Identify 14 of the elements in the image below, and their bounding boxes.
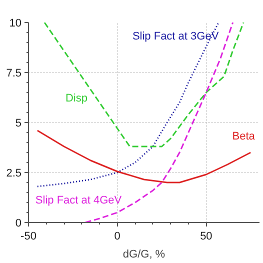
- series-label: Beta: [232, 130, 256, 142]
- x-tick-label: 0: [114, 230, 120, 242]
- x-tick-label: -50: [20, 230, 36, 242]
- line-series: [36, 22, 220, 188]
- series-label: Slip Fact at 3GeV: [132, 30, 220, 42]
- y-tick-label: 5: [15, 118, 22, 130]
- y-tick-label: 10: [9, 18, 22, 30]
- y-tick-label: 0: [15, 218, 22, 230]
- series-label: Slip Fact at 4GeV: [35, 194, 122, 206]
- y-tick-label: 7.5: [6, 68, 22, 80]
- x-axis-title: dG/G, %: [122, 248, 166, 260]
- y-tick-label: 2.5: [6, 168, 22, 180]
- series-label: Disp: [65, 92, 88, 104]
- x-tick-label: 50: [200, 230, 212, 242]
